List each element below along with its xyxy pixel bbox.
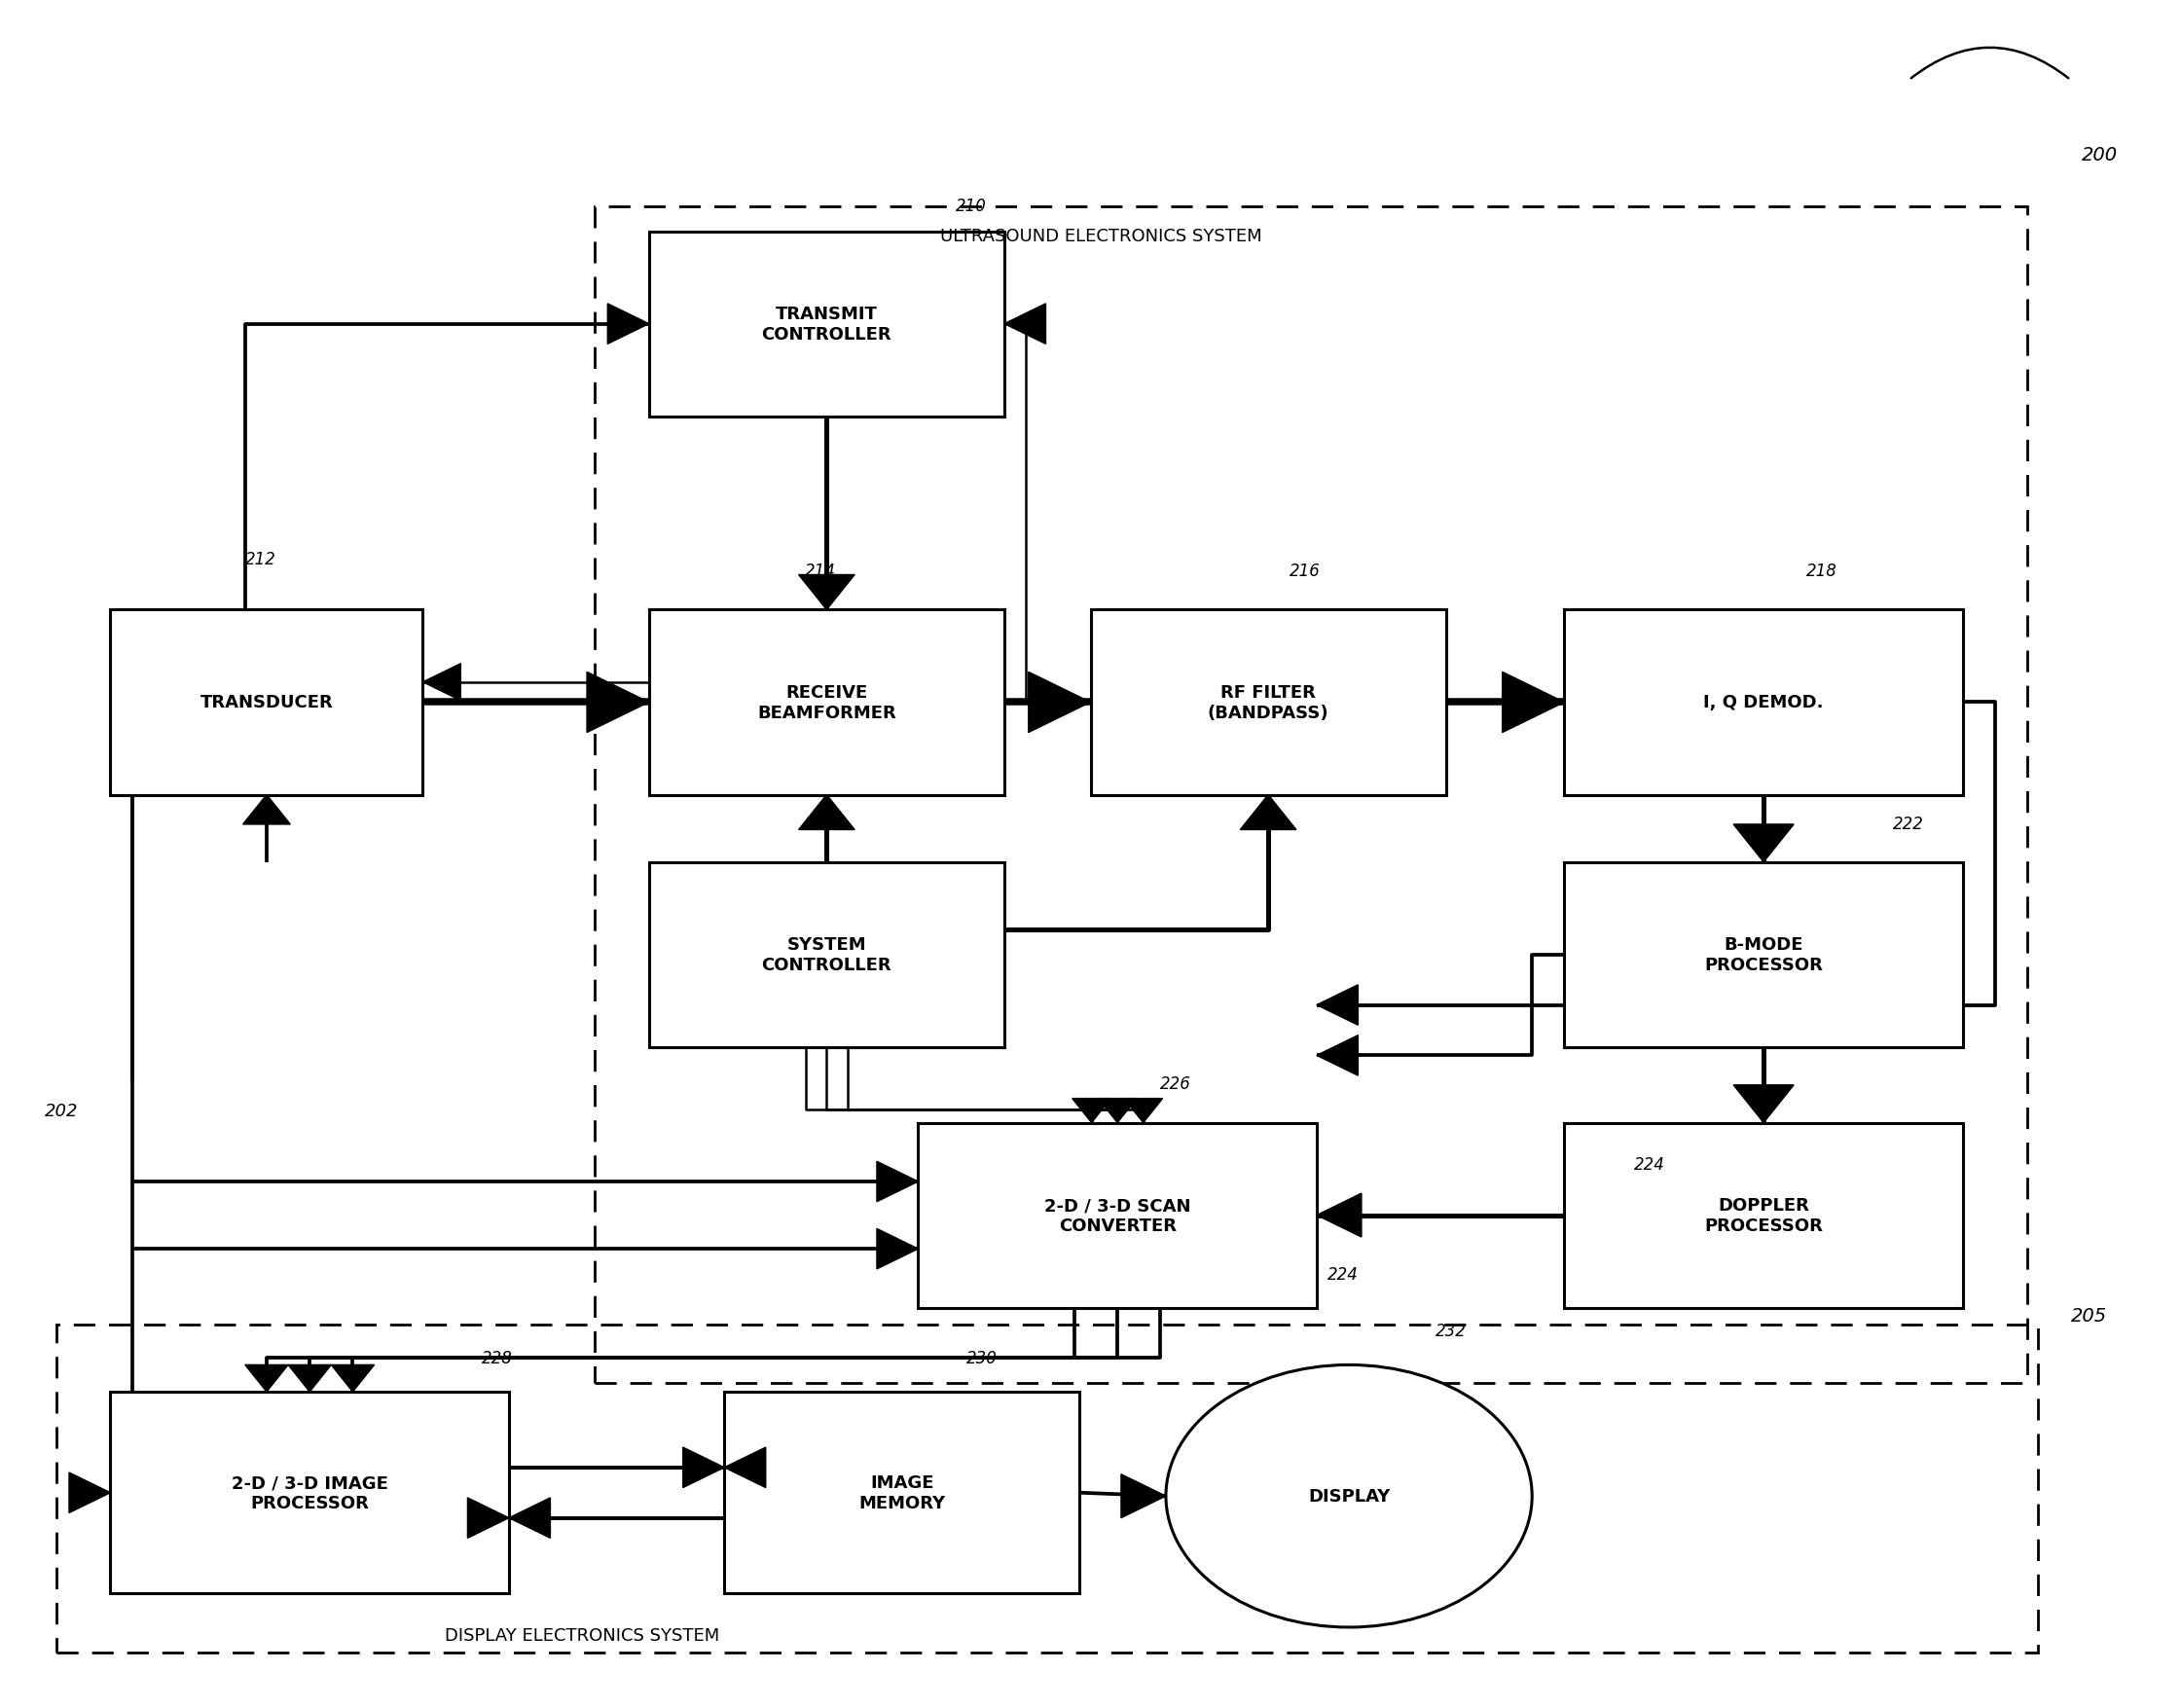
Text: 216: 216 — [1289, 562, 1322, 581]
Polygon shape — [1121, 1474, 1167, 1518]
Polygon shape — [332, 1365, 375, 1392]
Bar — [1564, 1122, 1963, 1308]
Text: 2-D / 3-D SCAN
CONVERTER: 2-D / 3-D SCAN CONVERTER — [1045, 1197, 1191, 1235]
Polygon shape — [242, 796, 290, 825]
Bar — [1564, 610, 1963, 796]
Text: 220: 220 — [805, 815, 835, 832]
Polygon shape — [798, 796, 855, 830]
Polygon shape — [1317, 1035, 1359, 1076]
Text: 232: 232 — [1435, 1322, 1466, 1339]
Polygon shape — [1241, 796, 1296, 830]
Text: TRANSDUCER: TRANSDUCER — [201, 693, 334, 712]
Text: 212: 212 — [244, 550, 277, 569]
Bar — [650, 863, 1003, 1047]
Polygon shape — [467, 1498, 508, 1539]
Polygon shape — [683, 1447, 724, 1488]
Bar — [650, 232, 1003, 417]
Text: DOPPLER
PROCESSOR: DOPPLER PROCESSOR — [1703, 1197, 1823, 1235]
Polygon shape — [1734, 1085, 1793, 1122]
Text: RF FILTER
(BANDPASS): RF FILTER (BANDPASS) — [1208, 683, 1328, 721]
Bar — [650, 610, 1003, 796]
Text: 226: 226 — [1160, 1076, 1191, 1093]
Text: 218: 218 — [1806, 562, 1839, 581]
Bar — [724, 1392, 1080, 1594]
Polygon shape — [508, 1498, 550, 1539]
Polygon shape — [1123, 1098, 1162, 1122]
Polygon shape — [244, 1365, 288, 1392]
Text: ULTRASOUND ELECTRONICS SYSTEM: ULTRASOUND ELECTRONICS SYSTEM — [940, 227, 1261, 246]
Polygon shape — [1734, 825, 1793, 863]
Polygon shape — [608, 304, 650, 345]
Polygon shape — [877, 1161, 918, 1202]
Text: 200: 200 — [2081, 147, 2118, 164]
Bar — [1564, 863, 1963, 1047]
Polygon shape — [798, 576, 855, 610]
Text: 228: 228 — [482, 1349, 513, 1366]
Polygon shape — [1029, 673, 1090, 733]
Text: 202: 202 — [44, 1102, 79, 1119]
Text: 2-D / 3-D IMAGE
PROCESSOR: 2-D / 3-D IMAGE PROCESSOR — [231, 1474, 388, 1512]
Text: I, Q DEMOD.: I, Q DEMOD. — [1703, 693, 1823, 712]
Bar — [57, 1325, 2039, 1652]
Text: 230: 230 — [966, 1349, 997, 1366]
Polygon shape — [70, 1472, 111, 1513]
Polygon shape — [288, 1365, 332, 1392]
Text: 222: 222 — [1893, 815, 1924, 832]
Polygon shape — [1503, 673, 1564, 733]
Text: SYSTEM
CONTROLLER: SYSTEM CONTROLLER — [761, 936, 892, 974]
Polygon shape — [877, 1228, 918, 1269]
Polygon shape — [1317, 986, 1359, 1025]
Text: B-MODE
PROCESSOR: B-MODE PROCESSOR — [1703, 936, 1823, 974]
Text: 205: 205 — [2070, 1307, 2107, 1325]
Polygon shape — [423, 664, 460, 700]
Polygon shape — [1097, 1098, 1136, 1122]
Text: 210: 210 — [955, 198, 986, 215]
Bar — [595, 207, 2028, 1383]
Text: RECEIVE
BEAMFORMER: RECEIVE BEAMFORMER — [757, 683, 896, 721]
Text: DISPLAY ELECTRONICS SYSTEM: DISPLAY ELECTRONICS SYSTEM — [445, 1626, 720, 1645]
Polygon shape — [724, 1447, 766, 1488]
Bar — [111, 610, 423, 796]
Polygon shape — [587, 673, 650, 733]
Text: DISPLAY: DISPLAY — [1309, 1488, 1389, 1505]
Text: IMAGE
MEMORY: IMAGE MEMORY — [859, 1474, 944, 1512]
Polygon shape — [1003, 304, 1045, 345]
Text: TRANSMIT
CONTROLLER: TRANSMIT CONTROLLER — [761, 306, 892, 343]
Bar — [918, 1122, 1317, 1308]
Ellipse shape — [1167, 1365, 1531, 1628]
Bar — [111, 1392, 508, 1594]
Text: 224: 224 — [1328, 1266, 1359, 1283]
Text: 214: 214 — [805, 562, 835, 581]
Text: 224: 224 — [1634, 1156, 1666, 1173]
Polygon shape — [1073, 1098, 1110, 1122]
Polygon shape — [1317, 1194, 1361, 1237]
Bar — [1090, 610, 1446, 796]
